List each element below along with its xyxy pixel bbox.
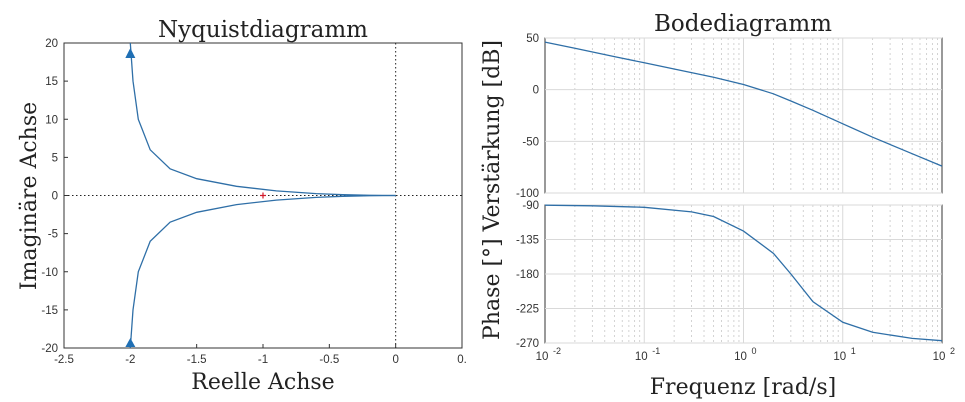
bode-magnitude-curve bbox=[544, 41, 943, 167]
nyquist-ticks: -2.5 -2 -1.5 -1 -0.5 0 0. 20 15 10 5 0 -5 -10 -15 -20 bbox=[41, 38, 466, 366]
nyquist-xtick-label: -2 bbox=[125, 354, 135, 366]
nyquist-ytick-label: 10 bbox=[45, 114, 58, 126]
nyquist-curves bbox=[125, 42, 396, 349]
bode-xtick-exponent: -2 bbox=[553, 346, 561, 356]
bode-xtick-exponent: -1 bbox=[652, 346, 660, 356]
bode-xtick-label: 10 bbox=[734, 351, 747, 363]
nyquist-critical-point bbox=[260, 192, 266, 199]
bode-phase-ytick-label: -180 bbox=[516, 269, 539, 281]
bode-mag-ytick-label: -100 bbox=[516, 188, 539, 200]
nyquist-title: Nyquistdiagramm bbox=[158, 17, 368, 43]
bode-xtick-label: 10 bbox=[635, 351, 648, 363]
bode-mag-ytick-label: 50 bbox=[526, 33, 539, 45]
nyquist-xtick-label: -0.5 bbox=[319, 354, 339, 366]
bode-grid bbox=[545, 37, 942, 344]
nyquist-ytick-label: 20 bbox=[45, 38, 58, 50]
nyquist-ytick-label: -10 bbox=[41, 267, 58, 279]
bode-phase-ytick-label: -270 bbox=[516, 338, 539, 350]
bode-phase-ytick-label: -225 bbox=[516, 304, 539, 316]
bode-mag-ytick-label: -50 bbox=[522, 136, 539, 148]
nyquist-xtick-label: -1 bbox=[258, 354, 268, 366]
bode-xtick-exponent: 0 bbox=[752, 346, 757, 356]
nyquist-xtick-label: 0. bbox=[457, 354, 467, 366]
bode-xtick-label: 10 bbox=[933, 351, 946, 363]
nyquist-ylabel: Imaginäre Achse bbox=[17, 102, 42, 290]
nyquist-ytick-label: 5 bbox=[52, 152, 58, 164]
bode-curves bbox=[544, 41, 943, 342]
bode-phase-curve bbox=[544, 204, 943, 342]
bode-mag-ytick-label: 0 bbox=[533, 85, 539, 97]
nyquist-xtick-label: 0 bbox=[392, 354, 398, 366]
bode-title: Bodediagramm bbox=[654, 11, 832, 37]
nyquist-xtick-label: -1.5 bbox=[187, 354, 207, 366]
bode-ylabel: Phase [°] Verstärkung [dB] bbox=[480, 40, 505, 340]
bode-xtick-label: 10 bbox=[536, 351, 549, 363]
bode-xtick-label: 10 bbox=[833, 351, 846, 363]
nyquist-branch-lower bbox=[129, 194, 396, 349]
nyquist-ytick-label: -5 bbox=[48, 229, 58, 241]
nyquist-ytick-label: -15 bbox=[41, 305, 58, 317]
bode-phase-ytick-label: -90 bbox=[522, 200, 539, 212]
bode-xtick-exponent: 2 bbox=[950, 346, 955, 356]
bode-xtick-exponent: 1 bbox=[851, 346, 856, 356]
nyquist-arrow-upper bbox=[125, 48, 136, 58]
bode-phase-ytick-label: -135 bbox=[516, 235, 539, 247]
bode-xlabel: Frequenz [rad/s] bbox=[650, 375, 836, 400]
nyquist-arrow-lower bbox=[125, 338, 136, 347]
nyquist-ytick-label: 15 bbox=[45, 76, 58, 88]
nyquist-ytick-label: -20 bbox=[41, 343, 58, 355]
nyquist-xtick-label: -2.5 bbox=[54, 354, 74, 366]
nyquist-plot: Nyquistdiagramm -2.5 -2 -1.5 -1 -0.5 0 0. 20 15 1… bbox=[17, 17, 467, 395]
nyquist-ytick-label: 0 bbox=[52, 191, 58, 203]
nyquist-xlabel: Reelle Achse bbox=[191, 370, 334, 395]
bode-plot: Bodediagramm 50 0 -50 -100-90 -135 -180 -225 -2… bbox=[480, 11, 955, 400]
nyquist-branch-upper bbox=[129, 42, 396, 197]
